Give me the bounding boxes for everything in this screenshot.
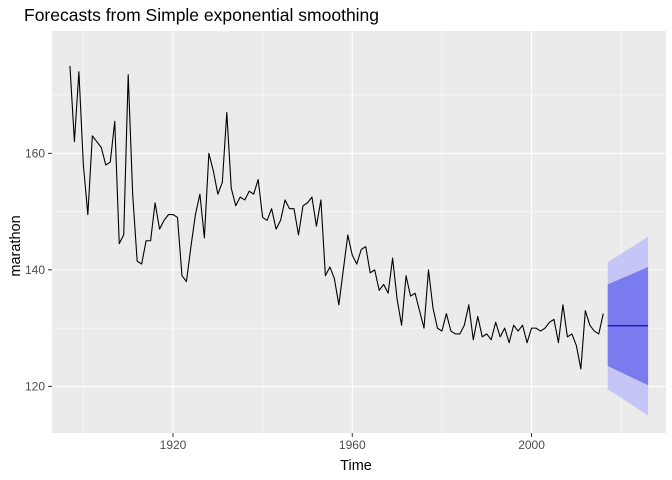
chart-title: Forecasts from Simple exponential smooth… <box>24 5 380 25</box>
series-layer <box>69 65 649 370</box>
axis-ticks: 1920 1960 2000 120 140 160 <box>25 146 545 452</box>
major-gridlines <box>52 31 666 433</box>
x-tick-label: 2000 <box>518 438 545 452</box>
y-axis-title: marathon <box>8 215 24 276</box>
series-line <box>69 65 604 370</box>
x-tick-label: 1920 <box>160 438 187 452</box>
x-tick-label: 1960 <box>339 438 366 452</box>
y-tick-label: 160 <box>25 146 45 160</box>
plot-panel <box>52 31 666 433</box>
x-axis-title: Time <box>340 458 372 474</box>
y-tick-label: 120 <box>25 379 45 393</box>
y-tick-label: 140 <box>25 263 45 277</box>
